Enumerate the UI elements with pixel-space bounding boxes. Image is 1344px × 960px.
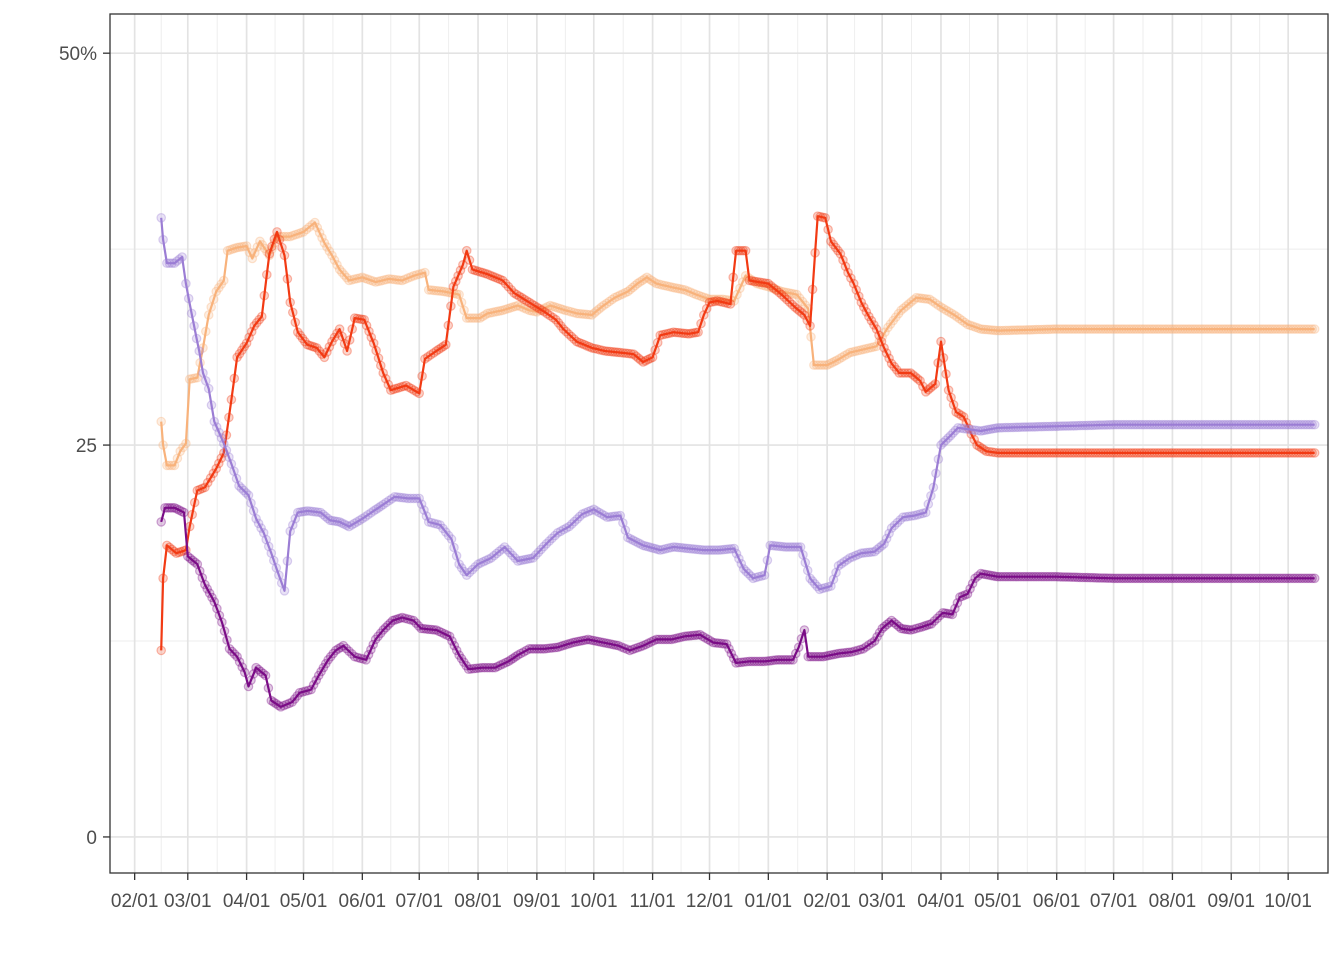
series-line <box>160 221 1315 467</box>
y-axis: 0 25 50% <box>59 44 110 849</box>
x-tick-label: 05/01 <box>974 891 1022 912</box>
x-tick-label: 04/01 <box>223 891 271 912</box>
series-3 <box>156 213 1320 596</box>
major-gridlines <box>110 14 1328 873</box>
x-tick-label: 11/01 <box>630 891 676 912</box>
x-tick-label: 08/01 <box>454 891 502 912</box>
y-tick-label: 25 <box>76 436 97 457</box>
x-tick-label: 03/01 <box>858 891 906 912</box>
x-tick-label: 04/01 <box>917 891 965 912</box>
series-1 <box>156 217 1320 471</box>
series-line <box>160 215 1315 651</box>
x-tick-label: 12/01 <box>686 891 734 912</box>
x-tick-label: 07/01 <box>395 891 443 912</box>
x-tick-label: 08/01 <box>1149 891 1197 912</box>
series-line <box>160 217 1315 592</box>
plot-background <box>110 14 1328 873</box>
series-layer <box>156 211 1320 712</box>
series-2 <box>156 211 1320 656</box>
x-tick-label: 06/01 <box>339 891 387 912</box>
series-4 <box>156 502 1320 712</box>
x-tick-label: 03/01 <box>164 891 212 912</box>
x-tick-label: 09/01 <box>1207 891 1255 912</box>
x-tick-label: 10/01 <box>1264 891 1312 912</box>
y-tick-label: 0 <box>86 828 97 849</box>
x-tick-label: 05/01 <box>280 891 328 912</box>
x-tick-label: 02/01 <box>111 891 159 912</box>
minor-gridlines <box>110 14 1328 873</box>
x-tick-label: 06/01 <box>1033 891 1081 912</box>
x-tick-label: 07/01 <box>1090 891 1138 912</box>
y-tick-label: 50% <box>59 44 97 65</box>
x-tick-label: 02/01 <box>803 891 851 912</box>
x-tick-label: 10/01 <box>570 891 618 912</box>
x-axis: 02/01 03/01 04/01 05/01 06/01 07/01 08/01 09/01… <box>111 873 1312 912</box>
x-tick-label: 09/01 <box>513 891 561 912</box>
x-tick-label: 01/01 <box>745 891 793 912</box>
